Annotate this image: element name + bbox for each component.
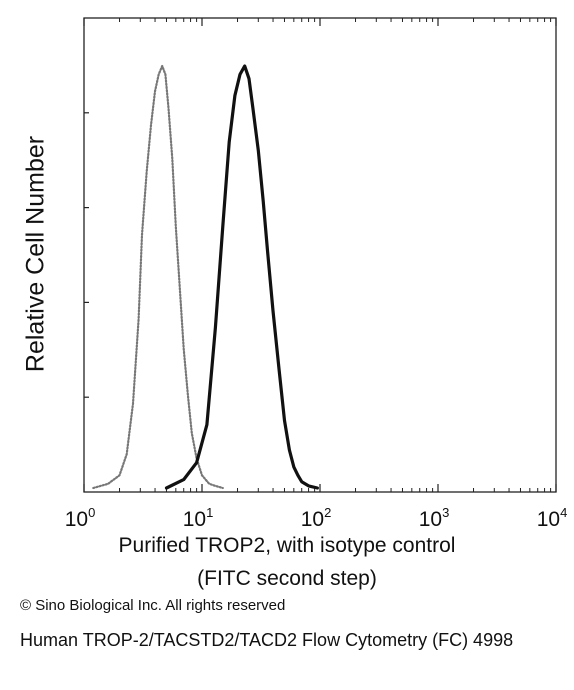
flow-cytometry-histogram: 100 101 102 103 104 xyxy=(65,17,568,531)
x-tick-label: 103 xyxy=(419,505,450,531)
x-tick-label: 100 xyxy=(65,505,96,531)
figure-caption: Human TROP-2/TACSTD2/TACD2 Flow Cytometr… xyxy=(20,630,514,650)
copyright-notice: © Sino Biological Inc. All rights reserv… xyxy=(20,597,286,614)
plot-frame xyxy=(83,17,557,493)
x-tick-label: 102 xyxy=(301,505,332,531)
x-tick-label: 101 xyxy=(183,505,214,531)
y-axis-label: Relative Cell Number xyxy=(21,135,50,373)
x-axis-label-line2: (FITC second step) xyxy=(197,567,377,590)
x-tick-label: 104 xyxy=(537,505,568,531)
isotype-control-histogram xyxy=(92,64,224,490)
x-axis-label-line1: Purified TROP2, with isotype control xyxy=(118,534,456,557)
trop2-histogram xyxy=(164,64,319,490)
